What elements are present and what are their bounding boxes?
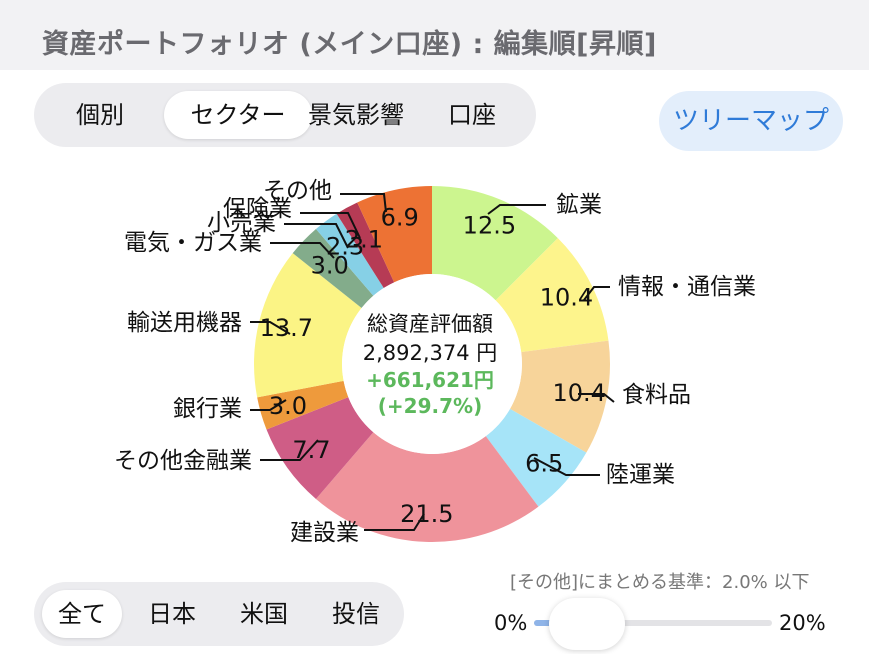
slice-value-2: 10.4 (552, 379, 605, 407)
leader-line-10 (300, 212, 361, 239)
leader-line-11 (340, 193, 387, 213)
leader-line-0 (487, 204, 546, 215)
tab-account[interactable]: 口座 (448, 101, 496, 129)
leader-line-3 (533, 457, 600, 476)
slice-4[interactable] (315, 432, 539, 542)
category-label-2: 食料品 (622, 382, 691, 408)
slice-value-6: 3.0 (269, 392, 307, 420)
category-label-4: 建設業 (290, 520, 359, 546)
threshold-label: [その他]にまとめる基準：2.0% 以下 (510, 572, 810, 593)
tab-sector[interactable]: セクター (164, 91, 312, 139)
slider-min-label: 0% (494, 611, 528, 635)
slice-5[interactable] (266, 397, 374, 499)
slice-0[interactable] (432, 186, 558, 301)
category-label-10: 保険業 (223, 196, 292, 222)
slice-value-11: 6.9 (381, 204, 419, 232)
region-segmented-control: 全て 日本 米国 投信 (34, 582, 404, 646)
sector-donut-chart: 12.510.410.46.521.57.73.013.73.02.32.16.… (114, 178, 756, 546)
slice-2[interactable] (510, 340, 610, 453)
tab-all[interactable]: 全て (42, 590, 122, 638)
leader-line-7 (250, 321, 291, 335)
category-label-1: 情報・通信業 (618, 274, 756, 300)
category-label-7: 輸送用機器 (127, 310, 242, 336)
treemap-button[interactable]: ツリーマップ (659, 91, 843, 151)
slice-10[interactable] (336, 202, 395, 289)
slice-value-0: 12.5 (463, 211, 516, 239)
slice-value-5: 7.7 (292, 436, 330, 464)
slice-3[interactable] (485, 408, 587, 507)
total-value: 2,892,374 円 (362, 341, 498, 365)
tab-funds[interactable]: 投信 (332, 600, 380, 628)
tab-japan[interactable]: 日本 (148, 600, 196, 628)
category-label-0: 鉱業 (556, 192, 602, 218)
slice-11[interactable] (357, 186, 432, 283)
threshold-slider-thumb[interactable] (549, 598, 625, 650)
category-label-8: 電気・ガス業 (124, 230, 262, 256)
slice-9[interactable] (315, 213, 384, 296)
slice-value-4: 21.5 (400, 500, 453, 528)
total-summary: 総資産評価額 2,892,374 円 +661,621円 (+29.7%) (330, 309, 530, 419)
slice-value-7: 13.7 (260, 314, 313, 342)
slice-7[interactable] (253, 253, 362, 398)
leader-line-1 (583, 286, 610, 301)
slice-value-1: 10.4 (540, 284, 593, 312)
category-label-6: 銀行業 (173, 396, 242, 422)
donut-hole (342, 274, 522, 454)
slice-value-10: 2.1 (345, 225, 383, 253)
category-label-11: その他 (263, 178, 332, 204)
total-title: 総資産評価額 (367, 312, 493, 336)
gain-value: +661,621円 (366, 368, 494, 392)
slice-6[interactable] (257, 380, 349, 430)
slice-8[interactable] (292, 229, 374, 308)
leader-line-8 (270, 242, 335, 259)
tab-us[interactable]: 米国 (240, 600, 288, 628)
category-label-5: その他金融業 (114, 448, 252, 474)
page-title: 資産ポートフォリオ (メイン口座) : 編集順[昇順] (42, 29, 657, 60)
leader-line-2 (578, 393, 615, 403)
leader-line-6 (250, 399, 287, 411)
slice-value-8: 3.0 (311, 252, 349, 280)
slice-1[interactable] (495, 238, 609, 353)
slice-value-9: 2.3 (326, 233, 364, 261)
slider-max-label: 20% (779, 611, 826, 635)
gain-percent: (+29.7%) (377, 394, 483, 418)
category-label-3: 陸運業 (606, 462, 675, 488)
leader-line-5 (260, 439, 319, 461)
tab-individual[interactable]: 個別 (76, 101, 124, 129)
category-label-9: 小売業 (207, 210, 276, 236)
slice-value-3: 6.5 (525, 450, 563, 478)
header-bar: 資産ポートフォリオ (メイン口座) : 編集順[昇順] (0, 0, 869, 70)
tab-economic-impact[interactable]: 景気影響 (308, 101, 404, 129)
leader-line-4 (364, 513, 425, 531)
view-segmented-control: 個別 セクター 景気影響 口座 (34, 83, 536, 147)
leader-line-9 (284, 223, 349, 249)
